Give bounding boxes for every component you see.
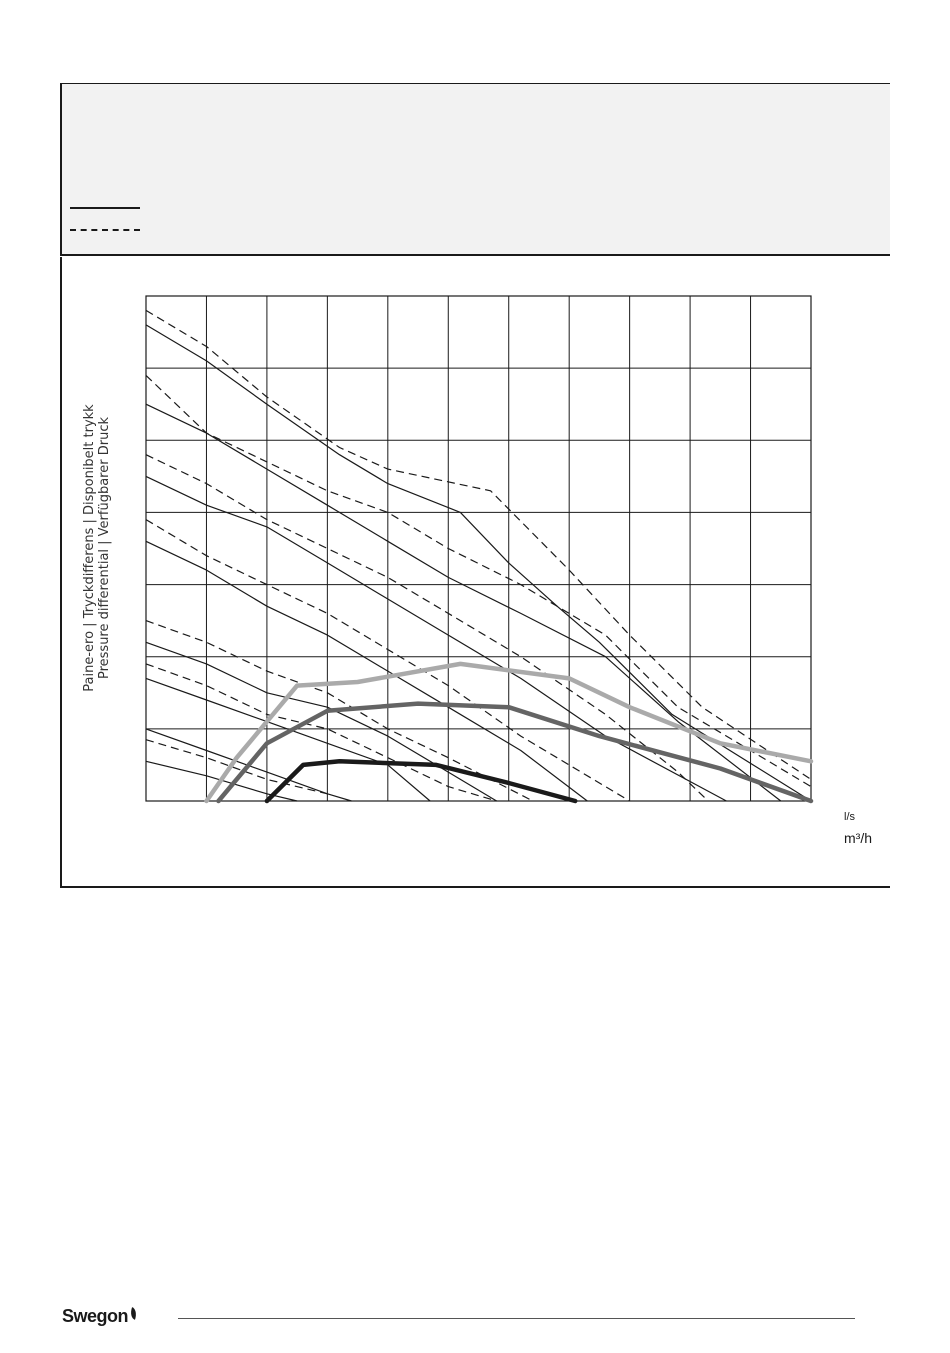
fan-curve-solid-11 [145, 677, 431, 802]
fan-curve-solid-3 [145, 403, 782, 802]
fan-curve-dashed-12 [145, 663, 497, 802]
x-unit-ls: l/s [844, 811, 855, 823]
swegon-logo: Swegon [62, 1306, 139, 1327]
fan-curve-solid-9 [145, 641, 497, 802]
system-curve-1 [204, 661, 814, 804]
fan-curve-solid-1 [145, 324, 812, 802]
fan-curve-solid-5 [145, 475, 727, 802]
legend-panel [60, 84, 890, 256]
legend-dashed-line [70, 229, 140, 231]
system-curve-3 [264, 759, 578, 804]
x-unit-m3h: m³/h [844, 830, 872, 846]
chart-frame [60, 257, 890, 888]
fan-curve-dashed-14 [145, 739, 328, 795]
system-curve-2 [216, 701, 814, 804]
fan-curve-dashed-6 [145, 454, 709, 802]
footer-rule [178, 1318, 855, 1319]
legend-solid-line [70, 207, 140, 209]
fan-curve-solid-15 [145, 760, 298, 802]
plot-border [145, 295, 812, 802]
fan-curve-dashed-4 [145, 374, 812, 788]
fan-curve-dashed-2 [145, 309, 812, 780]
fan-curve-dashed-8 [145, 519, 630, 802]
logo-text: Swegon [62, 1306, 129, 1326]
y-axis-label-line-2: Pressure differential | Verfügbarer Druc… [97, 417, 112, 680]
fan-curve-dashed-10 [145, 620, 534, 802]
fan-curve-solid-13 [145, 728, 352, 802]
fan-curves [145, 309, 812, 802]
fan-curve-solid-7 [145, 540, 588, 802]
system-curves [204, 661, 814, 804]
y-axis-label-line-1: Paine-ero | Tryckdifferens | Disponibelt… [82, 404, 97, 692]
